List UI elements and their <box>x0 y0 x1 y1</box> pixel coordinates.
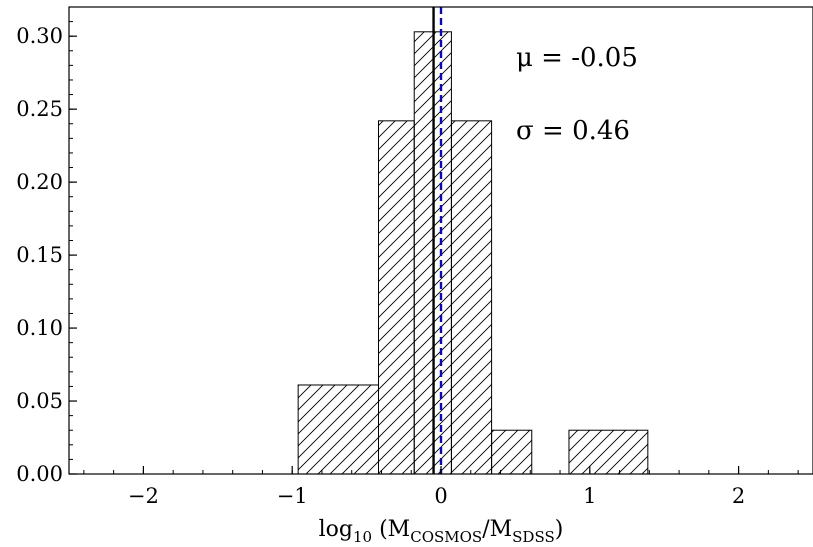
histogram-bar-1 <box>378 120 415 475</box>
y-tick-label: 0.00 <box>16 462 63 486</box>
reference-lines <box>432 7 443 474</box>
x-tick-label: 1 <box>583 484 596 508</box>
y-tick-label: 0.25 <box>16 97 63 121</box>
histogram-bars <box>297 31 649 475</box>
sigma-annotation: σ = 0.46 <box>516 116 630 146</box>
y-tick-label: 0.05 <box>16 389 63 413</box>
y-tick-label: 0.15 <box>16 243 63 267</box>
x-tick-label: −1 <box>277 484 308 508</box>
x-tick-label: −2 <box>128 484 159 508</box>
y-tick-label: 0.10 <box>16 316 63 340</box>
x-axis-label: log10 (MCOSMOS/MSDSS) <box>319 517 564 546</box>
histogram-bar-0 <box>297 384 380 475</box>
axis-ticks: −2 −1 0 1 2 0.00 0.05 0.10 0.15 0.20 0.25 0.30 <box>16 6 799 508</box>
x-tick-label: 0 <box>434 484 447 508</box>
y-tick-label: 0.20 <box>16 170 63 194</box>
histogram-bar-5 <box>568 429 649 475</box>
x-tick-label: 2 <box>732 484 745 508</box>
mean-annotation: μ = -0.05 <box>516 43 638 73</box>
y-tick-label: 0.30 <box>16 24 63 48</box>
histogram-bar-3 <box>450 120 493 475</box>
histogram-bar-4 <box>491 429 533 475</box>
